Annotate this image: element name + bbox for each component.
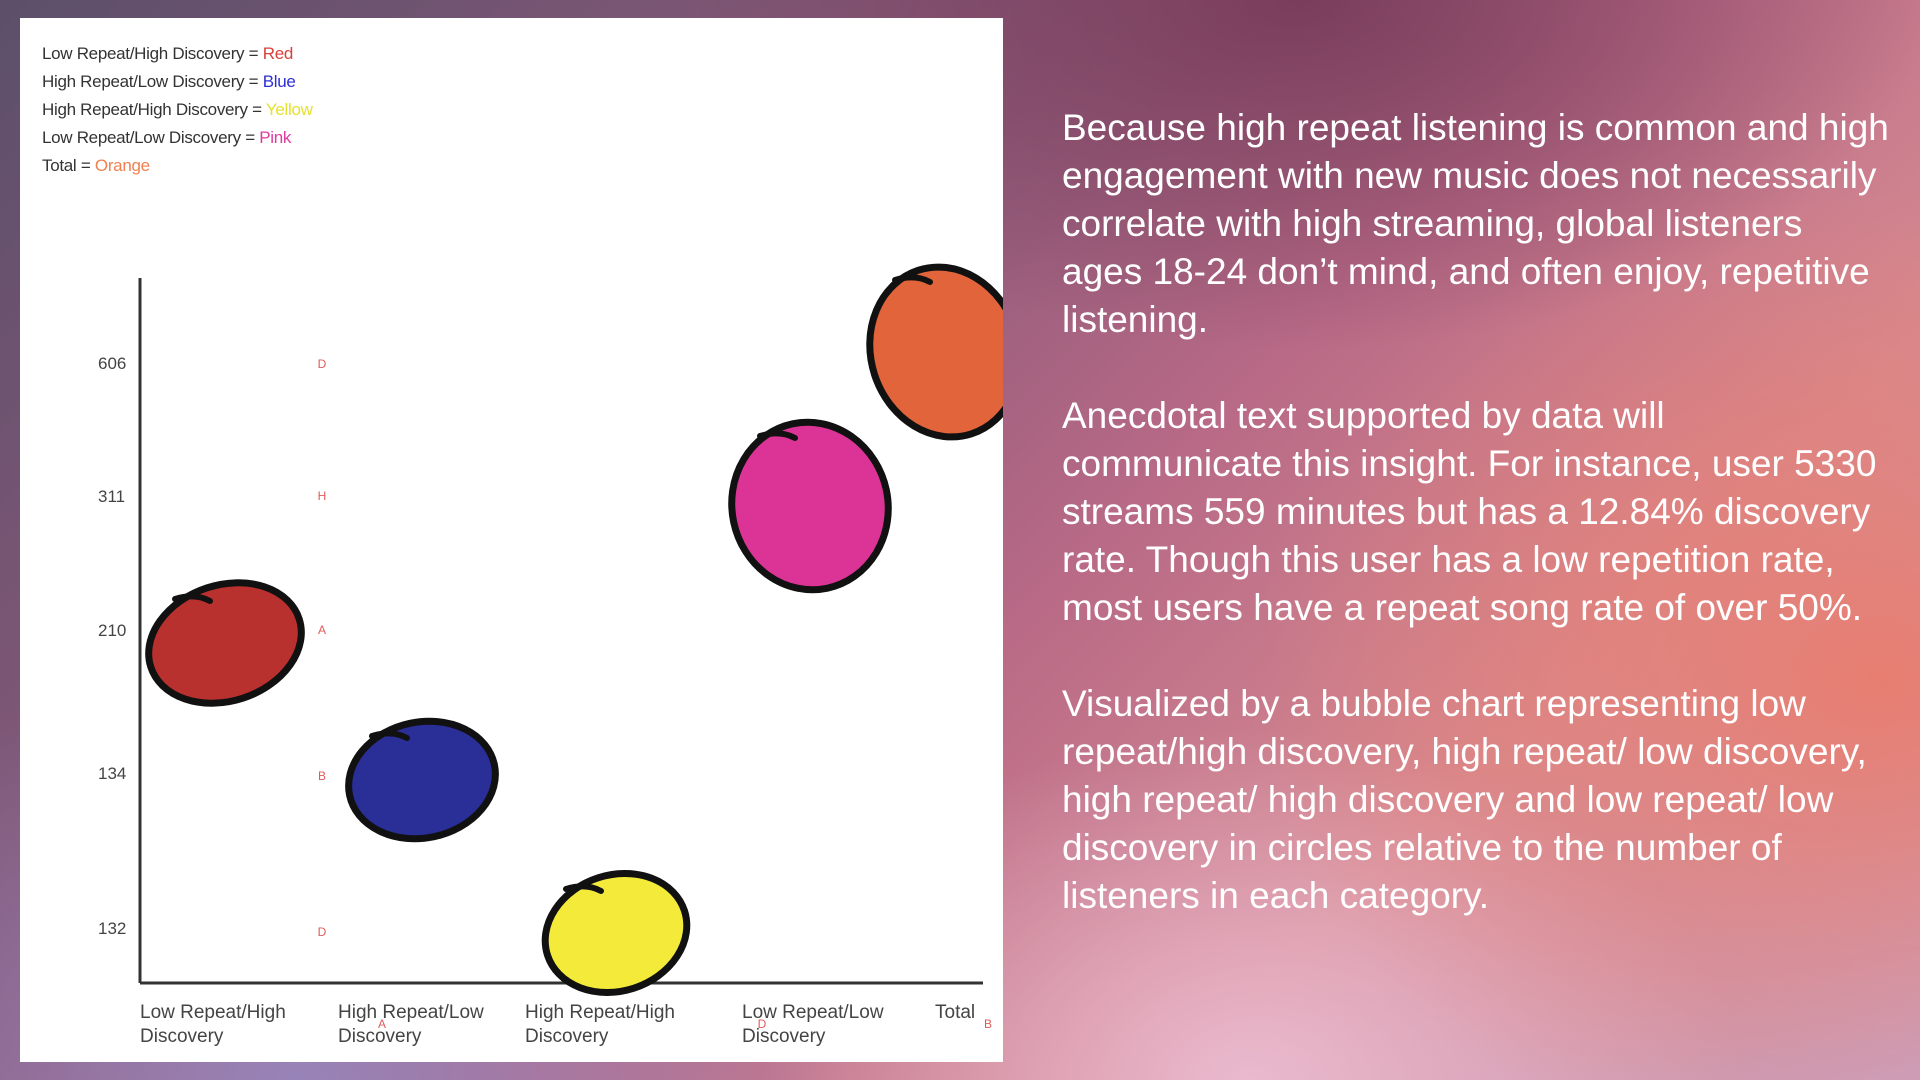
legend-color-name: Blue (262, 72, 296, 91)
bubble-stroke-tail (892, 274, 933, 285)
legend-label: Low Repeat/Low Discovery = (42, 128, 260, 147)
legend-label: High Repeat/High Discovery = (42, 100, 266, 119)
bubble-low-repeat-low-discovery (728, 418, 892, 594)
paragraph-1: Because high repeat listening is common … (1062, 107, 1889, 340)
description-text: Because high repeat listening is common … (1062, 104, 1892, 968)
small-marker: D (318, 925, 327, 939)
legend-item-red: Low Repeat/High Discovery = Red (42, 40, 313, 68)
legend-item-orange: Total = Orange (42, 152, 313, 180)
x-category-label: High Repeat/High Discovery (525, 1002, 675, 1047)
small-marker: D (318, 357, 327, 371)
small-marker: H (318, 489, 327, 503)
y-tick-label: 606 (98, 354, 126, 373)
legend-item-pink: Low Repeat/Low Discovery = Pink (42, 124, 313, 152)
y-tick-label: 311 (98, 487, 125, 506)
legend-label: High Repeat/Low Discovery = (42, 72, 263, 91)
legend-label: Total = (42, 156, 95, 175)
legend-color-name: Yellow (265, 100, 313, 119)
legend-item-yellow: High Repeat/High Discovery = Yellow (42, 96, 313, 124)
bubble-stroke-tail (369, 730, 410, 741)
legend-color-name: Pink (259, 128, 292, 147)
marker-layer: D H A B D A D B (318, 357, 992, 1031)
legend-color-name: Red (262, 44, 294, 63)
category-label-layer: Low Repeat/High Discovery High Repeat/Low D… (140, 1002, 975, 1047)
paragraph-3: Visualized by a bubble chart representin… (1062, 683, 1867, 916)
bubble-high-repeat-high-discovery (541, 870, 691, 996)
x-category-label: Total (935, 1002, 975, 1023)
bubble-low-repeat-high-discovery (145, 579, 305, 707)
bubble-high-repeat-low-discovery (345, 717, 499, 843)
bubble-layer (145, 263, 1003, 996)
chart-panel: D H A B D A D B 132 134 210 311 606 Low Repeat/High… (20, 18, 1003, 1062)
bubble-stroke-tail (563, 883, 604, 894)
x-category-label: High Repeat/Low Discovery (338, 1002, 484, 1047)
legend-item-blue: High Repeat/Low Discovery = Blue (42, 68, 313, 96)
y-tick-layer: 132 134 210 311 606 (98, 354, 126, 938)
bubble-stroke-tail (757, 430, 798, 441)
chart-legend: Low Repeat/High Discovery = Red High Rep… (42, 40, 313, 180)
bubble-stroke-tail (172, 593, 213, 604)
paragraph-2: Anecdotal text supported by data will co… (1062, 395, 1877, 628)
y-tick-label: 132 (98, 919, 126, 938)
bubble-chart: D H A B D A D B 132 134 210 311 606 Low Repeat/High… (98, 263, 1003, 1047)
x-category-label: Low Repeat/High Discovery (140, 1002, 286, 1047)
small-marker: D (758, 1017, 767, 1031)
small-marker: A (378, 1017, 386, 1031)
y-tick-label: 134 (98, 764, 126, 783)
x-category-label: Low Repeat/Low Discovery (742, 1002, 884, 1047)
small-marker: A (318, 623, 326, 637)
legend-label: Low Repeat/High Discovery = (42, 44, 263, 63)
y-tick-label: 210 (98, 621, 126, 640)
legend-color-name: Orange (94, 156, 150, 175)
small-marker: B (984, 1017, 992, 1031)
small-marker: B (318, 769, 326, 783)
bubble-total (866, 263, 1003, 441)
